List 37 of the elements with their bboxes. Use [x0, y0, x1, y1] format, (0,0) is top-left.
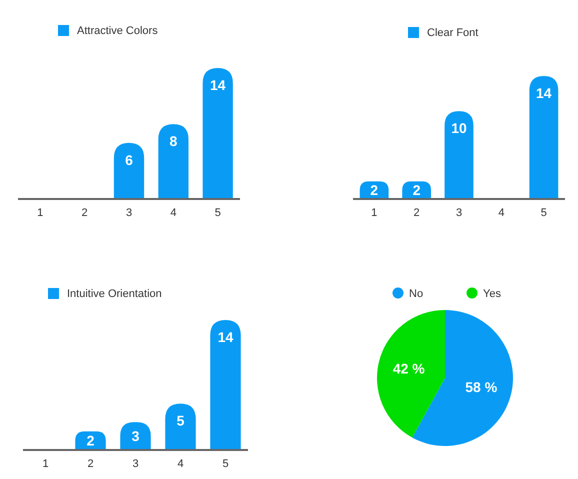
legend-label: Clear Font: [427, 26, 478, 39]
legend-label: Yes: [483, 288, 502, 300]
x-tick-label: 4: [498, 207, 504, 219]
data-label: 14: [218, 329, 234, 345]
bar: [210, 320, 241, 450]
x-tick-label: 3: [126, 207, 132, 219]
pie-slice: [377, 310, 445, 438]
data-label: 14: [210, 77, 226, 93]
data-label: 14: [536, 85, 552, 101]
data-label: 2: [86, 432, 95, 449]
legend-label: Attractive Colors: [77, 24, 158, 37]
data-label: 3: [132, 428, 140, 444]
x-tick-label: 4: [170, 207, 176, 219]
data-label: 2: [370, 182, 378, 198]
legend-label: No: [409, 288, 424, 300]
x-tick-label: 5: [214, 207, 221, 219]
data-label: 2: [412, 182, 421, 198]
x-tick-label: 2: [87, 458, 94, 470]
data-label: 5: [176, 412, 185, 429]
x-tick-label: 5: [222, 458, 229, 470]
data-label: 6: [125, 152, 134, 168]
pie-slice: [412, 310, 513, 446]
x-tick-label: 5: [540, 207, 547, 219]
x-tick-label: 1: [371, 207, 378, 219]
x-tick-label: 1: [42, 458, 49, 470]
legend-label: Intuitive Orientation: [67, 288, 162, 300]
bar: [165, 404, 196, 450]
x-tick-label: 1: [37, 207, 44, 219]
x-tick-label: 3: [132, 458, 139, 470]
x-tick-label: 2: [414, 207, 420, 219]
x-tick-label: 2: [82, 207, 88, 219]
data-label: 42 %: [392, 360, 426, 377]
data-label: 8: [170, 133, 178, 150]
data-label: 10: [451, 120, 467, 136]
x-tick-label: 4: [177, 458, 184, 470]
x-tick-label: 3: [456, 207, 462, 219]
data-label: 58 %: [465, 379, 498, 396]
